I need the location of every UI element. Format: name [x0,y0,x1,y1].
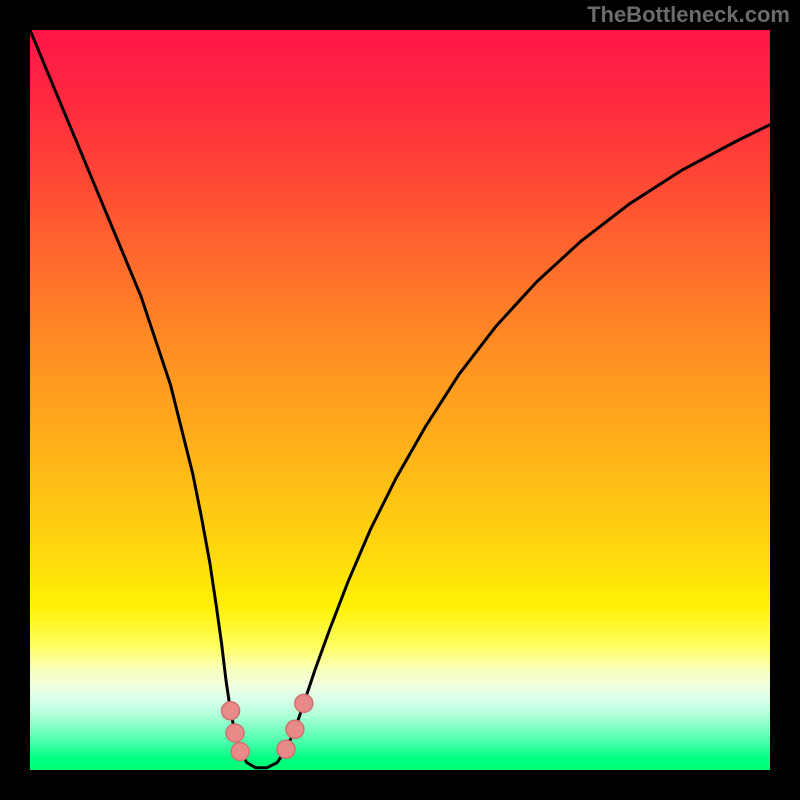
watermark-text: TheBottleneck.com [587,2,790,28]
chart-svg [0,0,800,800]
threshold-marker [226,724,244,742]
threshold-marker [295,694,313,712]
gradient-background [30,30,770,770]
threshold-marker [231,743,249,761]
threshold-marker [222,702,240,720]
chart-canvas: TheBottleneck.com [0,0,800,800]
threshold-marker [277,740,295,758]
threshold-marker [286,720,304,738]
